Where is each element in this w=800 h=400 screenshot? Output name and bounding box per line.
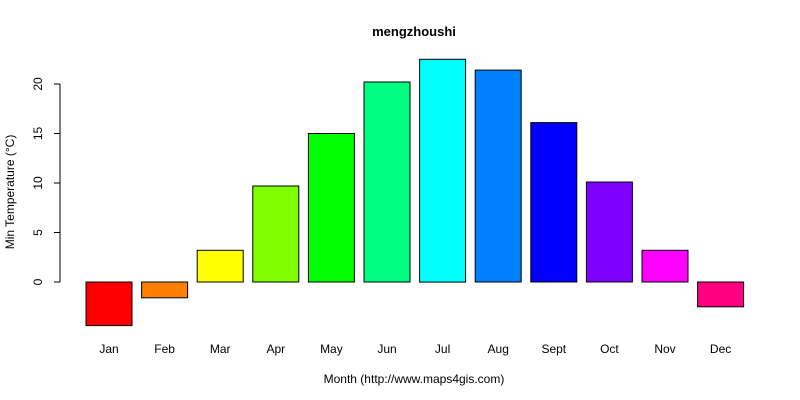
y-tick-label: 15	[31, 127, 45, 141]
x-tick-label: Apr	[266, 342, 285, 356]
bar-jun	[363, 81, 411, 283]
bar-nov	[641, 249, 689, 283]
x-tick-label: Mar	[210, 342, 231, 356]
y-axis-ticks: 0 5 10 15 20	[31, 77, 60, 285]
bars-group	[85, 58, 745, 327]
bar-apr	[252, 185, 300, 283]
x-tick-label: Jan	[99, 342, 118, 356]
x-tick-label: Jun	[377, 342, 396, 356]
x-axis-title: Month (http://www.maps4gis.com)	[324, 372, 505, 386]
y-tick-label: 5	[31, 229, 45, 236]
x-tick-label: Dec	[710, 342, 731, 356]
bar-jan	[85, 281, 133, 327]
bar-sept	[530, 122, 578, 283]
y-tick-label: 0	[31, 278, 45, 285]
chart-title: mengzhoushi	[372, 24, 456, 39]
y-tick-label: 20	[31, 77, 45, 91]
bar-oct	[585, 181, 633, 283]
y-axis-title: Min Temperature (°C)	[3, 135, 17, 250]
x-axis-labels: Jan Feb Mar Apr May Jun Jul Aug Sept Oct Nov Dec	[99, 342, 731, 356]
x-tick-label: Sept	[541, 342, 566, 356]
bar-may	[307, 133, 355, 283]
x-tick-label: Aug	[488, 342, 509, 356]
bar-feb	[141, 281, 189, 299]
x-tick-label: Feb	[154, 342, 175, 356]
x-tick-label: May	[320, 342, 343, 356]
bar-jul	[419, 58, 467, 283]
bar-aug	[474, 69, 522, 283]
x-tick-label: Nov	[654, 342, 675, 356]
x-tick-label: Oct	[600, 342, 619, 356]
y-tick-label: 10	[31, 176, 45, 190]
bar-dec	[697, 281, 745, 308]
x-tick-label: Jul	[435, 342, 450, 356]
bar-mar	[196, 249, 244, 283]
